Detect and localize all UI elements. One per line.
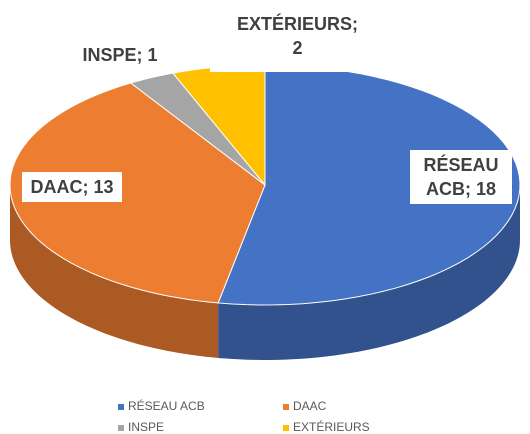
data-label: INSPE; 1 — [68, 40, 172, 70]
legend-swatch — [283, 425, 289, 431]
slice-side — [10, 185, 219, 358]
slice — [9, 82, 266, 304]
legend-swatch — [118, 425, 124, 431]
legend-label: EXTÉRIEURS — [293, 419, 370, 434]
legend-swatch — [283, 404, 289, 410]
legend-swatch — [118, 404, 124, 410]
data-label: RÉSEAU ACB; 18 — [410, 150, 512, 204]
slice — [129, 72, 266, 186]
legend-label: DAAC — [293, 399, 327, 413]
data-label: EXTÉRIEURS; 2 — [210, 0, 385, 72]
legend-label: INSPE — [128, 420, 164, 434]
legend-label: RÉSEAU ACB — [128, 398, 205, 413]
slice-side — [218, 185, 521, 360]
data-label: DAAC; 13 — [22, 172, 122, 202]
slice — [217, 64, 521, 306]
